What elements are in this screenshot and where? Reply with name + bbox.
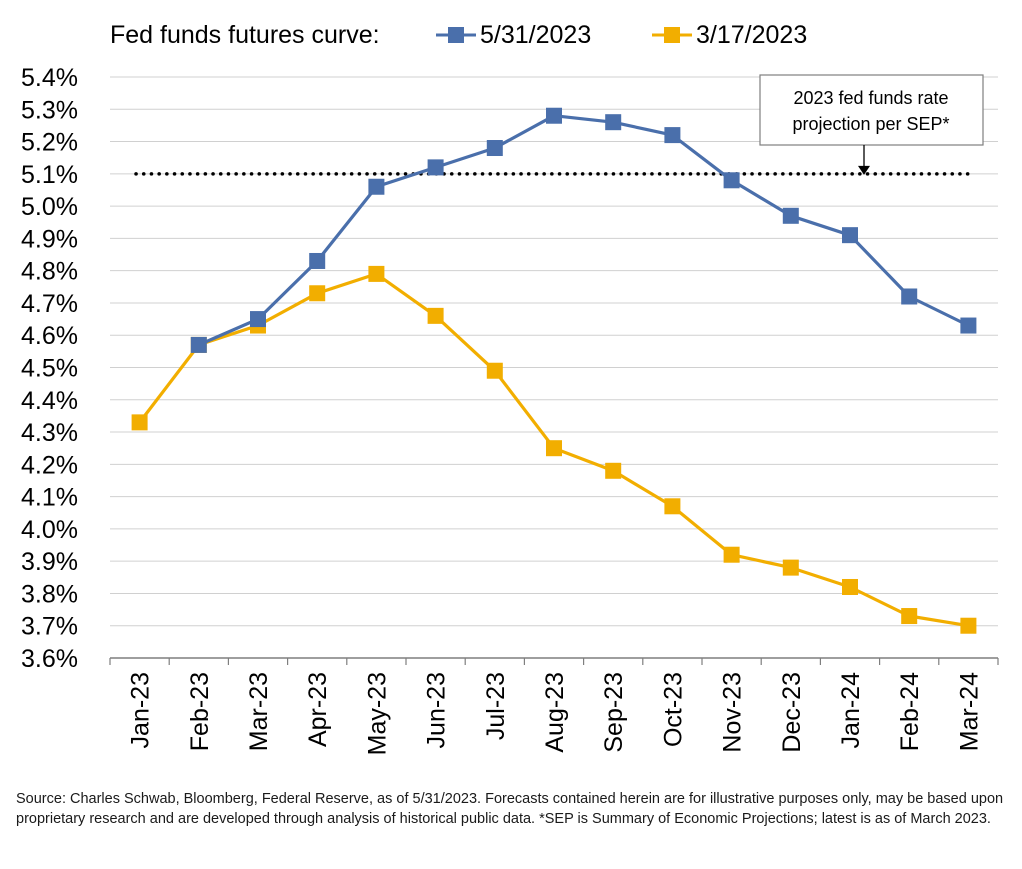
y-tick-label: 3.9% bbox=[21, 548, 78, 576]
x-tick-label: May-23 bbox=[363, 672, 391, 755]
y-tick-label: 5.2% bbox=[21, 129, 78, 157]
legend-title: Fed funds futures curve: bbox=[110, 21, 380, 49]
data-point bbox=[190, 336, 207, 353]
legend: Fed funds futures curve: 5/31/2023 3/17/… bbox=[110, 21, 807, 49]
x-tick-label: Jun-23 bbox=[423, 672, 451, 748]
x-tick-label: Jan-23 bbox=[127, 672, 155, 748]
legend-marker-mar bbox=[664, 27, 680, 43]
gridlines bbox=[110, 76, 998, 627]
data-point bbox=[309, 285, 326, 302]
line-chart: 5.4% 5.3% 5.2% 5.1% 5.0% 4.9% 4.8% 4.7% 4.6% 4.5%… bbox=[21, 21, 999, 755]
y-tick-label: 4.6% bbox=[21, 322, 78, 350]
y-tick-label: 4.1% bbox=[21, 484, 78, 512]
x-tick-label: Jul-23 bbox=[482, 672, 510, 740]
y-tick-label: 4.4% bbox=[21, 387, 78, 415]
x-tick-label: Nov-23 bbox=[719, 672, 747, 753]
data-point bbox=[723, 172, 740, 189]
legend-label-may: 5/31/2023 bbox=[480, 21, 591, 49]
x-tick-label: Mar-24 bbox=[955, 672, 983, 751]
data-point bbox=[960, 617, 977, 634]
series-5-31-2023 bbox=[190, 107, 977, 353]
y-tick-label: 4.5% bbox=[21, 355, 78, 383]
x-axis-ticks: Jan-23 Feb-23 Mar-23 Apr-23 May-23 Jun-23 Jul-… bbox=[109, 658, 999, 755]
y-tick-label: 4.7% bbox=[21, 290, 78, 318]
y-axis-ticks: 5.4% 5.3% 5.2% 5.1% 5.0% 4.9% 4.8% 4.7% 4.6% 4.5%… bbox=[21, 64, 78, 673]
data-point bbox=[546, 107, 562, 124]
legend-label-mar: 3/17/2023 bbox=[696, 21, 807, 49]
data-point bbox=[427, 307, 444, 324]
x-tick-label: Jan-24 bbox=[837, 672, 865, 749]
annotation-box: 2023 fed funds rate projection per SEP* bbox=[759, 74, 984, 146]
data-point bbox=[605, 114, 622, 131]
x-tick-label: Feb-23 bbox=[186, 672, 214, 751]
x-tick-label: Apr-23 bbox=[304, 672, 332, 747]
data-point bbox=[782, 559, 799, 576]
y-tick-label: 3.6% bbox=[21, 645, 78, 673]
x-tick-label: Aug-23 bbox=[541, 672, 569, 753]
y-tick-label: 5.3% bbox=[21, 96, 78, 124]
data-point bbox=[131, 414, 148, 431]
x-tick-label: Feb-24 bbox=[896, 672, 924, 751]
data-point bbox=[842, 227, 858, 244]
data-point bbox=[664, 498, 681, 515]
data-point bbox=[782, 207, 799, 224]
y-tick-label: 4.2% bbox=[21, 451, 78, 479]
y-tick-label: 3.7% bbox=[21, 613, 78, 641]
y-tick-label: 5.4% bbox=[21, 64, 78, 92]
x-tick-label: Dec-23 bbox=[778, 672, 806, 753]
data-point bbox=[842, 578, 858, 595]
data-point bbox=[368, 178, 385, 195]
y-tick-label: 5.1% bbox=[21, 161, 78, 189]
data-point bbox=[368, 265, 385, 282]
legend-marker-may bbox=[448, 27, 464, 43]
source-note: Source: Charles Schwab, Bloomberg, Feder… bbox=[16, 791, 1004, 827]
data-point bbox=[546, 440, 562, 457]
series-line bbox=[198, 114, 970, 347]
data-point bbox=[427, 159, 444, 176]
data-point bbox=[664, 127, 681, 144]
x-tick-label: Mar-23 bbox=[245, 672, 273, 751]
data-point bbox=[901, 288, 918, 305]
data-point bbox=[901, 608, 918, 625]
y-tick-label: 4.0% bbox=[21, 516, 78, 544]
x-tick-label: Sep-23 bbox=[600, 672, 628, 753]
y-tick-label: 5.0% bbox=[21, 193, 78, 221]
x-tick-label: Oct-23 bbox=[659, 672, 687, 747]
data-point bbox=[605, 462, 622, 479]
data-point bbox=[723, 546, 740, 563]
y-tick-label: 4.3% bbox=[21, 419, 78, 447]
y-tick-label: 3.8% bbox=[21, 580, 78, 608]
data-point bbox=[486, 140, 503, 157]
y-tick-label: 4.8% bbox=[21, 258, 78, 286]
data-point bbox=[250, 311, 266, 328]
series-layer bbox=[131, 107, 977, 634]
annotation-text-line1: 2023 fed funds rate bbox=[793, 88, 948, 108]
data-point bbox=[960, 317, 977, 334]
annotation-arrowhead bbox=[858, 165, 870, 175]
y-tick-label: 4.9% bbox=[21, 225, 78, 253]
data-point bbox=[486, 362, 503, 379]
data-point bbox=[309, 252, 326, 269]
annotation-text-line2: projection per SEP* bbox=[792, 114, 949, 134]
